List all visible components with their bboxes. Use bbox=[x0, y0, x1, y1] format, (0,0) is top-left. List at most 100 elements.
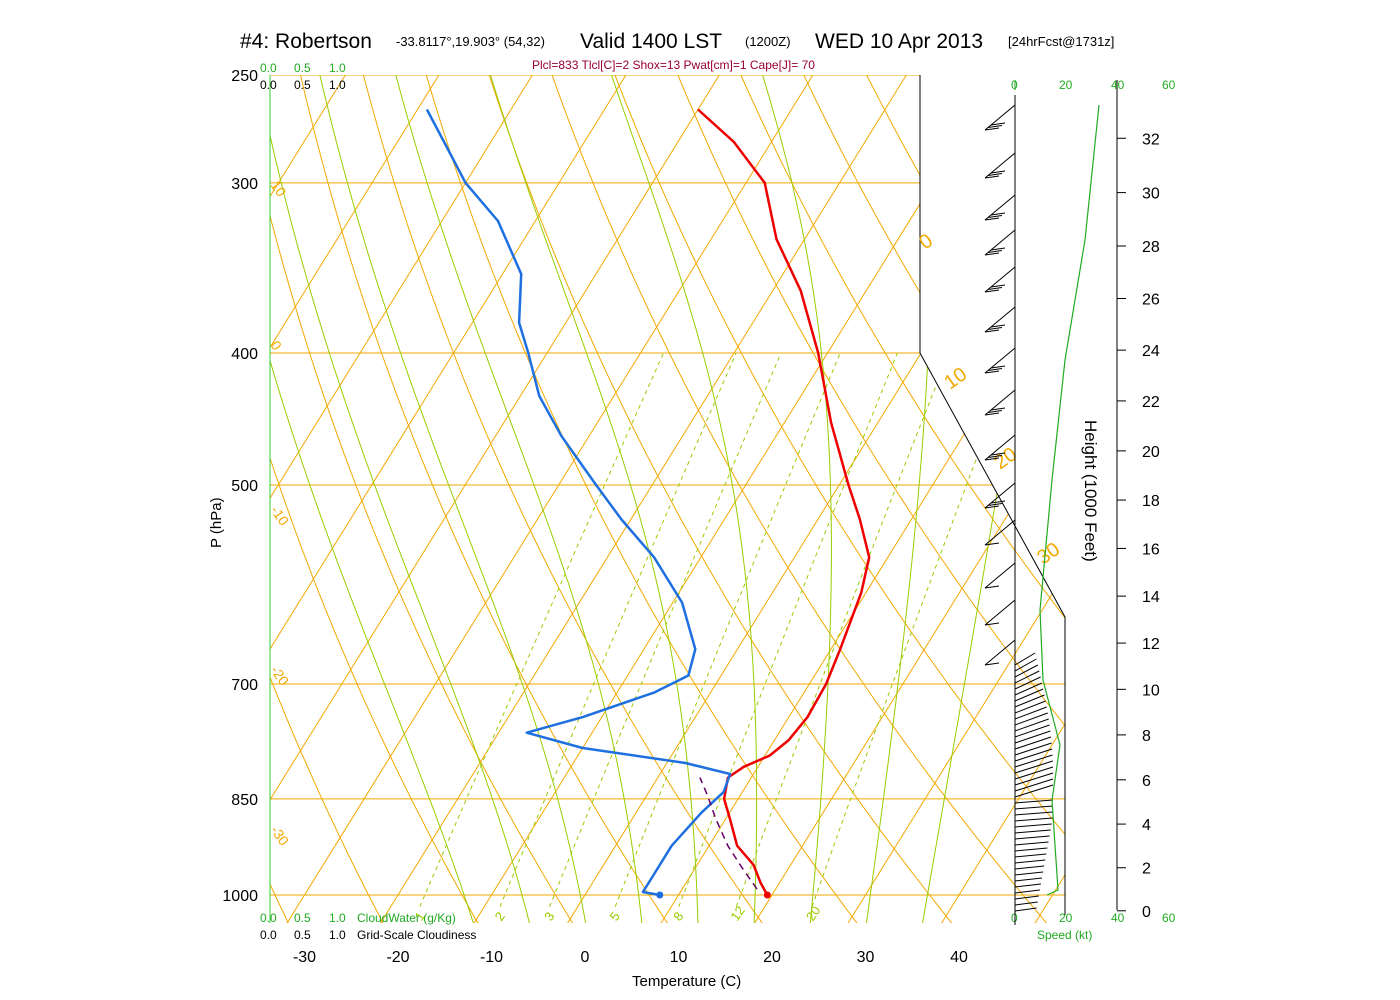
title-station: #4: Robertson bbox=[240, 30, 372, 53]
wind-barb bbox=[984, 347, 1016, 374]
barb-staff bbox=[984, 639, 1016, 666]
speed-top-40: 40 bbox=[1111, 78, 1125, 92]
wind-barb bbox=[984, 306, 1016, 333]
barb-flag bbox=[984, 329, 1000, 333]
low-level-barb bbox=[1014, 670, 1040, 684]
low-level-barb bbox=[1014, 889, 1040, 894]
dry-adiabat bbox=[667, 75, 1065, 923]
cloud-water-label: CloudWater (g/Kg) bbox=[357, 911, 456, 925]
stability-indices: Plcl=833 Tlcl[C]=2 Shox=13 Pwat[cm]=1 Ca… bbox=[532, 58, 815, 72]
low-level-barb bbox=[1014, 883, 1041, 888]
barb-staff bbox=[984, 229, 1016, 256]
low-level-barb bbox=[1014, 784, 1054, 798]
isotherm-line bbox=[270, 75, 735, 923]
speed-top-20: 20 bbox=[1059, 78, 1073, 92]
barb-flag bbox=[984, 175, 1000, 179]
low-level-barb bbox=[1014, 688, 1044, 702]
low-level-barb bbox=[1014, 664, 1039, 678]
barb-flag bbox=[990, 122, 1006, 126]
isotherm-line bbox=[379, 75, 922, 923]
isotherm-line bbox=[1128, 51, 1400, 924]
dry-adiabat bbox=[0, 51, 194, 924]
surface-dewpoint-point bbox=[656, 891, 664, 899]
height-tick-6: 6 bbox=[1142, 773, 1151, 790]
isotherm-line bbox=[847, 75, 1065, 923]
barb-flag bbox=[984, 412, 1000, 416]
low-level-barb bbox=[1014, 682, 1043, 696]
low-level-barb bbox=[1014, 676, 1041, 690]
barb-flag bbox=[984, 585, 1000, 589]
barb-staff bbox=[984, 306, 1016, 333]
cloud-bot-green-0: 0.0 bbox=[260, 911, 277, 925]
pressure-tick-850: 850 bbox=[231, 792, 258, 809]
isotherm-line bbox=[473, 75, 1016, 923]
temperature-tick-40: 40 bbox=[950, 949, 968, 966]
barb-flag bbox=[984, 662, 1000, 666]
barb-flag bbox=[987, 125, 1003, 128]
cloud-bot-black-1: 0.5 bbox=[294, 928, 311, 942]
barb-flag bbox=[984, 457, 1000, 461]
mixing-ratio-label: 8 bbox=[670, 909, 686, 924]
temperature-axis: -30 -20 -10 0 10 20 30 40 bbox=[293, 949, 968, 966]
barb-flag bbox=[987, 455, 1003, 458]
barb-flag bbox=[987, 503, 1003, 506]
series-dewpoint bbox=[425, 108, 732, 897]
pressure-axis-label: P (hPa) bbox=[208, 497, 225, 548]
barb-staff bbox=[984, 599, 1016, 626]
cloud-bot-green-2: 1.0 bbox=[329, 911, 346, 925]
title-date: WED 10 Apr 2013 bbox=[815, 30, 983, 53]
dry-adiabat bbox=[543, 75, 1048, 923]
wind-barb bbox=[984, 229, 1016, 256]
barb-flag bbox=[987, 215, 1003, 218]
barb-flag bbox=[984, 542, 1000, 546]
low-level-barb bbox=[1014, 778, 1054, 792]
barb-staff bbox=[984, 194, 1016, 221]
low-level-barb bbox=[1014, 712, 1048, 726]
pressure-tick-400: 400 bbox=[231, 346, 258, 363]
pressure-tick-300: 300 bbox=[231, 176, 258, 193]
wind-barb bbox=[984, 194, 1016, 221]
moist-adiabat bbox=[313, 75, 587, 923]
low-level-barb bbox=[1014, 865, 1045, 870]
low-level-barb bbox=[1014, 799, 1054, 804]
barb-flag bbox=[987, 327, 1003, 330]
height-tick-26: 26 bbox=[1142, 292, 1160, 309]
temperature-tick--30: -30 bbox=[293, 949, 316, 966]
barb-flag bbox=[990, 247, 1006, 251]
dry-adiabat bbox=[270, 75, 479, 923]
mixing-ratio-line bbox=[678, 352, 898, 907]
isotherm-line bbox=[0, 51, 267, 924]
title-coords: -33.8117°,19.903° (54,32) bbox=[396, 34, 545, 49]
height-tick-18: 18 bbox=[1142, 493, 1160, 510]
dry-adiabat bbox=[854, 75, 1065, 923]
wind-speed-scale-top: 0 20 40 60 bbox=[1011, 78, 1176, 92]
wind-barb bbox=[984, 152, 1016, 179]
isotherm-line bbox=[270, 75, 548, 923]
cloud-scale-top: 0.0 0.5 1.0 0.0 0.5 1.0 bbox=[260, 61, 346, 92]
isotherm-line bbox=[940, 75, 1065, 923]
pressure-tick-700: 700 bbox=[231, 677, 258, 694]
barb-flag bbox=[987, 250, 1003, 253]
low-level-barb bbox=[1014, 811, 1054, 816]
pressure-tick-1000: 1000 bbox=[222, 888, 258, 905]
barb-flag bbox=[990, 500, 1006, 504]
height-tick-10: 10 bbox=[1142, 682, 1160, 699]
low-level-barb bbox=[1014, 823, 1052, 828]
dry-adiabat bbox=[916, 75, 1065, 923]
speed-top-60: 60 bbox=[1162, 78, 1176, 92]
isotherm-line bbox=[286, 75, 829, 923]
isotherm-line bbox=[270, 75, 455, 923]
wind-profile bbox=[984, 80, 1100, 925]
low-level-barb bbox=[1014, 742, 1052, 756]
plot-border bbox=[919, 75, 1066, 915]
height-tick-24: 24 bbox=[1142, 343, 1160, 360]
cloud-top-black-2: 1.0 bbox=[329, 78, 346, 92]
cloud-top-green-0: 0.0 bbox=[260, 61, 277, 75]
barb-flag bbox=[987, 410, 1003, 413]
temperature-tick-10: 10 bbox=[670, 949, 688, 966]
barb-flag bbox=[984, 505, 1000, 509]
dry-adiabat bbox=[729, 75, 1065, 923]
barb-flag bbox=[987, 173, 1003, 176]
